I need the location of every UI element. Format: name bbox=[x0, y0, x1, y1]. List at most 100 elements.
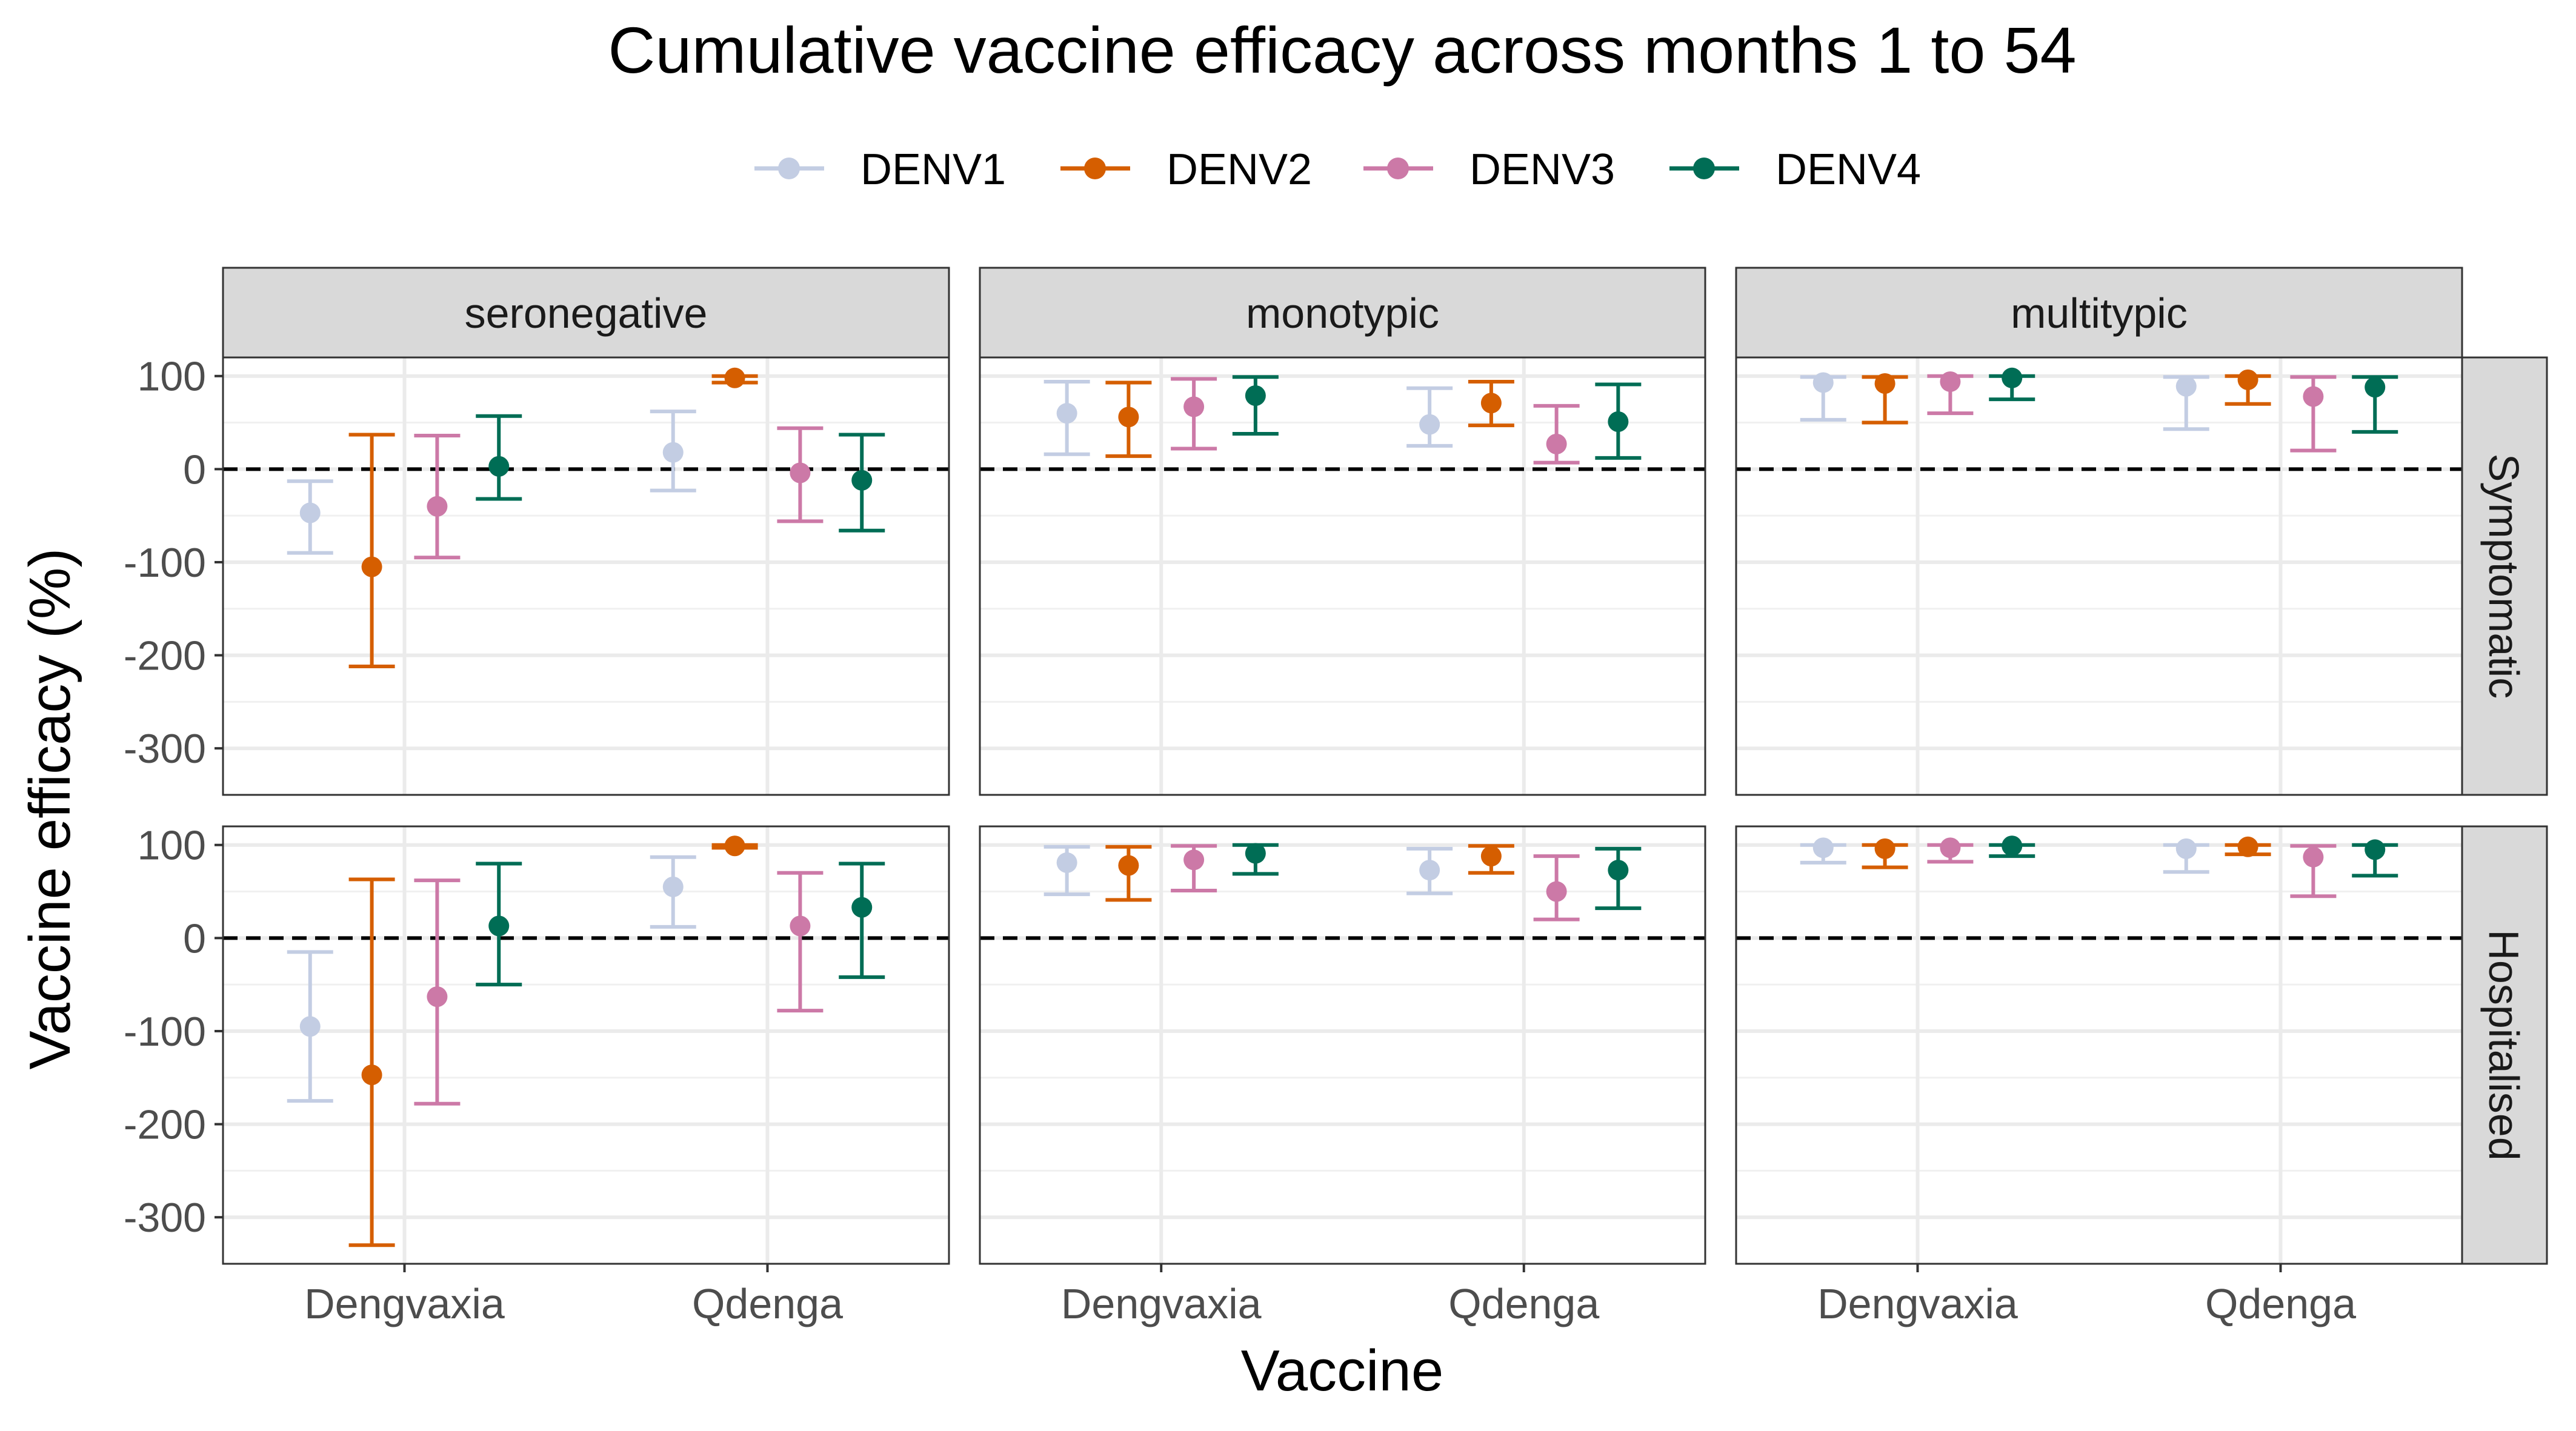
panel-border bbox=[1735, 356, 2463, 796]
point-denv4-qdenga bbox=[1608, 411, 1629, 432]
legend-key-point bbox=[1387, 158, 1409, 179]
point-denv3-dengvaxia bbox=[1940, 837, 1961, 858]
legend-item-denv1: DENV1 bbox=[754, 145, 1006, 194]
point-denv1-qdenga bbox=[662, 876, 684, 897]
panel-background bbox=[1736, 826, 2462, 1264]
x-tick-label: Dengvaxia bbox=[1817, 1280, 2018, 1327]
y-tick-label: 0 bbox=[183, 915, 206, 961]
point-denv2-qdenga bbox=[2237, 369, 2258, 390]
point-denv2-qdenga bbox=[724, 835, 745, 857]
legend: DENV1 DENV2 DENV3 DENV4 bbox=[754, 145, 1921, 194]
point-denv3-qdenga bbox=[1546, 881, 1567, 902]
point-denv2-dengvaxia bbox=[1874, 373, 1895, 394]
panel-background bbox=[223, 357, 949, 795]
point-denv3-dengvaxia bbox=[1183, 849, 1205, 871]
facet-label-symptomatic: Symptomatic bbox=[2480, 454, 2528, 699]
point-denv1-dengvaxia bbox=[299, 1016, 321, 1037]
facet-label-hospitalised: Hospitalised bbox=[2480, 929, 2528, 1160]
x-tick-label: Qdenga bbox=[2205, 1280, 2356, 1327]
point-denv1-dengvaxia bbox=[1812, 372, 1834, 393]
facet-label-monotypic: monotypic bbox=[1246, 290, 1439, 337]
panel-background bbox=[980, 357, 1705, 795]
y-tick-label: -300 bbox=[124, 1195, 206, 1241]
legend-label: DENV1 bbox=[860, 145, 1006, 194]
facet-label-seronegative: seronegative bbox=[465, 290, 708, 337]
x-tick-label: Qdenga bbox=[1448, 1280, 1599, 1327]
point-denv4-qdenga bbox=[2365, 377, 2386, 398]
point-denv3-qdenga bbox=[2303, 386, 2324, 407]
x-tick-label: Qdenga bbox=[692, 1280, 843, 1327]
legend-label: DENV3 bbox=[1469, 145, 1615, 194]
point-denv4-dengvaxia bbox=[1245, 843, 1266, 864]
facet-label-multitypic: multitypic bbox=[2011, 290, 2188, 337]
legend-item-denv4: DENV4 bbox=[1669, 145, 1921, 194]
panel-symptomatic-monotypic bbox=[979, 356, 1706, 796]
point-denv1-dengvaxia bbox=[1812, 837, 1834, 858]
panel-border bbox=[1735, 825, 2463, 1265]
panel-hospitalised-multitypic bbox=[1735, 825, 2463, 1265]
point-denv2-dengvaxia bbox=[361, 556, 382, 577]
legend-item-denv3: DENV3 bbox=[1363, 145, 1615, 194]
panel-background bbox=[223, 826, 949, 1264]
panels: seronegative monotypic multitypic Symptomat… bbox=[222, 267, 2548, 1265]
legend-key-point bbox=[1693, 158, 1715, 179]
legend-label: DENV4 bbox=[1776, 145, 1921, 194]
y-tick-label: 0 bbox=[183, 447, 206, 493]
point-denv3-dengvaxia bbox=[1940, 371, 1961, 392]
point-denv1-qdenga bbox=[1419, 414, 1440, 435]
y-axis-label: Vaccine efficacy (%) bbox=[18, 548, 82, 1070]
y-tick-label: -200 bbox=[124, 1102, 206, 1148]
facet-strip-multitypic bbox=[1735, 267, 2463, 359]
point-denv4-dengvaxia bbox=[2002, 835, 2023, 857]
point-denv2-qdenga bbox=[2237, 836, 2258, 857]
y-tick-label: -100 bbox=[124, 540, 206, 586]
facet-strip-seronegative bbox=[222, 267, 950, 359]
point-denv4-qdenga bbox=[1608, 860, 1629, 881]
point-denv4-dengvaxia bbox=[488, 456, 510, 477]
point-denv3-qdenga bbox=[2303, 846, 2324, 868]
panel-border bbox=[979, 356, 1706, 796]
point-denv4-dengvaxia bbox=[488, 915, 510, 937]
point-denv2-dengvaxia bbox=[1118, 855, 1139, 876]
point-denv1-qdenga bbox=[2175, 376, 2197, 397]
y-axes: 100 0 -100 -200 -300 100 0 -100 -200 -300 bbox=[124, 354, 223, 1241]
panel-symptomatic-seronegative bbox=[222, 356, 950, 796]
point-denv1-dengvaxia bbox=[1056, 852, 1077, 873]
panel-symptomatic-multitypic bbox=[1735, 356, 2463, 796]
point-denv3-qdenga bbox=[790, 462, 811, 483]
y-tick-label: -200 bbox=[124, 633, 206, 679]
panel-hospitalised-seronegative bbox=[222, 825, 950, 1265]
point-denv4-qdenga bbox=[851, 470, 873, 491]
legend-label: DENV2 bbox=[1167, 145, 1312, 194]
point-denv2-qdenga bbox=[1480, 393, 1502, 414]
point-denv1-dengvaxia bbox=[299, 502, 321, 523]
point-denv4-dengvaxia bbox=[2002, 367, 2023, 388]
point-denv2-dengvaxia bbox=[1874, 838, 1895, 859]
point-denv2-qdenga bbox=[1480, 846, 1502, 867]
x-axes: Dengvaxia Qdenga Dengvaxia Qdenga Dengvaxia Q… bbox=[304, 1264, 2356, 1327]
point-denv3-qdenga bbox=[790, 915, 811, 937]
y-tick-label: 100 bbox=[138, 354, 206, 400]
panel-background bbox=[980, 826, 1705, 1264]
point-denv1-dengvaxia bbox=[1056, 403, 1077, 424]
point-denv4-dengvaxia bbox=[1245, 385, 1266, 406]
legend-item-denv2: DENV2 bbox=[1060, 145, 1312, 194]
point-denv4-qdenga bbox=[2365, 839, 2386, 860]
point-denv1-qdenga bbox=[2175, 838, 2197, 859]
y-tick-label: 100 bbox=[138, 823, 206, 869]
point-denv3-dengvaxia bbox=[1183, 396, 1205, 417]
point-denv2-dengvaxia bbox=[361, 1064, 382, 1086]
point-denv2-dengvaxia bbox=[1118, 407, 1139, 428]
y-tick-label: -100 bbox=[124, 1009, 206, 1055]
x-tick-label: Dengvaxia bbox=[1061, 1280, 1262, 1327]
point-denv4-qdenga bbox=[851, 897, 873, 918]
panel-background bbox=[1736, 357, 2462, 795]
point-denv2-qdenga bbox=[724, 367, 745, 388]
panel-border bbox=[222, 356, 950, 796]
y-tick-label: -300 bbox=[124, 726, 206, 772]
panel-hospitalised-monotypic bbox=[979, 825, 1706, 1265]
chart-title: Cumulative vaccine efficacy across month… bbox=[608, 13, 2076, 87]
panel-border bbox=[979, 825, 1706, 1265]
legend-key-point bbox=[778, 158, 800, 179]
panel-border bbox=[222, 825, 950, 1265]
